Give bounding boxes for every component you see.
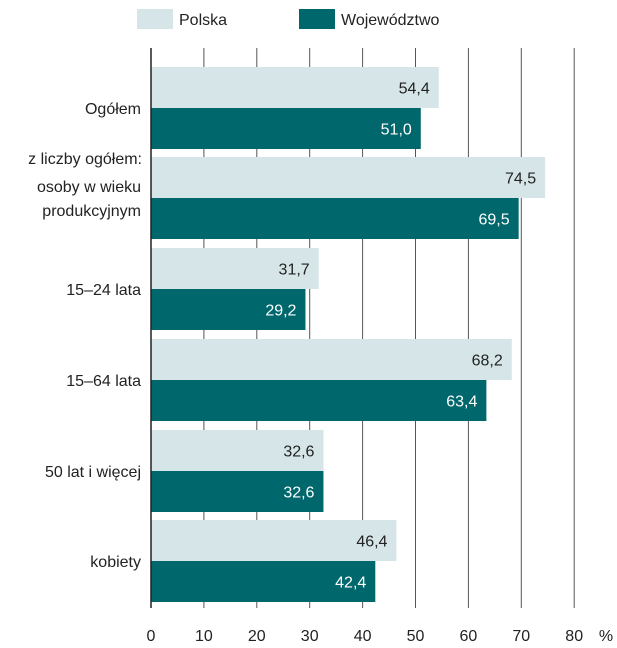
bar-polska-5 <box>151 430 324 471</box>
category-labels: Ogółem osoby w wieku produkcyjnym 15–24 lat… <box>28 101 142 571</box>
x-axis-unit: % <box>599 628 613 645</box>
value-wojewodztwo-1: 51,0 <box>381 122 412 139</box>
x-tick-60: 60 <box>460 628 478 645</box>
x-tick-80: 80 <box>565 628 583 645</box>
value-wojewodztwo-2: 69,5 <box>479 212 510 229</box>
value-wojewodztwo-5: 32,6 <box>283 485 314 502</box>
legend-swatch-polska <box>137 9 173 29</box>
category-subheading: z liczby ogółem: <box>28 151 142 168</box>
value-polska-6: 46,4 <box>356 534 387 551</box>
x-tick-20: 20 <box>248 628 266 645</box>
legend-swatch-wojewodztwo <box>299 9 335 29</box>
x-tick-10: 10 <box>195 628 213 645</box>
bars <box>151 67 546 602</box>
value-wojewodztwo-3: 29,2 <box>265 303 296 320</box>
value-polska-4: 68,2 <box>472 353 503 370</box>
bar-polska-6 <box>151 520 397 561</box>
value-polska-3: 31,7 <box>279 262 310 279</box>
category-label-6: kobiety <box>90 554 141 571</box>
bar-wojewodztwo-3 <box>151 289 306 330</box>
value-wojewodztwo-4: 63,4 <box>446 394 477 411</box>
x-tick-70: 70 <box>512 628 530 645</box>
bar-wojewodztwo-4 <box>151 380 487 421</box>
x-tick-0: 0 <box>147 628 156 645</box>
bar-polska-2 <box>151 157 546 198</box>
bar-wojewodztwo-2 <box>151 198 519 239</box>
bar-polska-4 <box>151 339 512 380</box>
value-labels: 54,4 74,5 31,7 68,2 32,6 46,4 51,0 69,5 29,2 63,4… <box>265 81 536 592</box>
value-wojewodztwo-6: 42,4 <box>335 575 366 592</box>
bar-wojewodztwo-5 <box>151 471 324 512</box>
bar-polska-1 <box>151 67 439 108</box>
legend-label-polska: Polska <box>179 12 227 29</box>
category-label-5: 50 lat i więcej <box>45 464 141 481</box>
value-polska-2: 74,5 <box>505 171 536 188</box>
x-tick-50: 50 <box>407 628 425 645</box>
bar-polska-3 <box>151 248 319 289</box>
category-label-2-line-1: osoby w wieku <box>37 179 141 196</box>
category-label-1: Ogółem <box>85 101 141 118</box>
x-tick-40: 40 <box>354 628 372 645</box>
x-axis-tick-labels: 0 10 20 30 40 50 60 70 80 <box>147 628 584 645</box>
value-polska-1: 54,4 <box>399 81 430 98</box>
category-label-3: 15–24 lata <box>66 282 141 299</box>
x-tick-30: 30 <box>301 628 319 645</box>
value-polska-5: 32,6 <box>283 444 314 461</box>
bar-wojewodztwo-6 <box>151 561 376 602</box>
bar-wojewodztwo-1 <box>151 108 421 149</box>
legend-label-wojewodztwo: Województwo <box>341 12 440 29</box>
legend: Polska Województwo <box>137 9 440 29</box>
category-label-2-line-2: produkcyjnym <box>42 203 141 220</box>
category-label-4: 15–64 lata <box>66 373 141 390</box>
